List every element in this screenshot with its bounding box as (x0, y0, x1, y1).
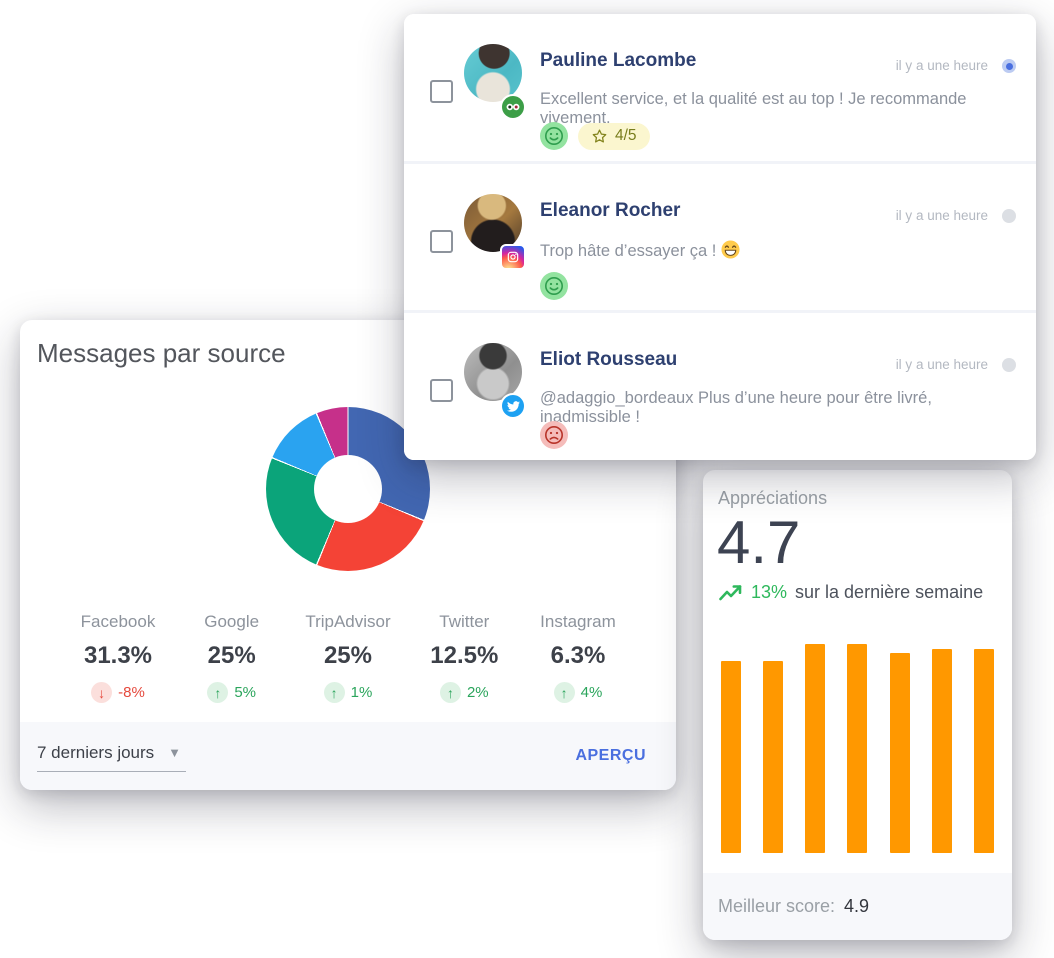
donut-hole (314, 455, 382, 523)
badge-row: 4/5 (540, 122, 650, 150)
badge-row (540, 421, 568, 450)
stat-label: Facebook (80, 612, 156, 631)
stat-change: ↓ -8% (78, 682, 158, 703)
sad-sentiment-icon (540, 421, 568, 450)
source-donut-chart (266, 407, 430, 571)
stat-value: 25% (207, 642, 256, 669)
instagram-icon (500, 243, 526, 270)
row-divider (404, 160, 1036, 164)
rating-chip: 4/5 (578, 122, 650, 150)
rating-bar (889, 653, 910, 853)
stat-facebook: Facebook 31.3% ↓ -8% (78, 612, 158, 703)
timestamp: il y a une heure (895, 58, 988, 73)
rating-bar (847, 644, 868, 853)
stat-change: ↑ 5% (192, 682, 272, 703)
arrow-up-icon: ↑ (439, 682, 461, 703)
stat-label: Instagram (540, 612, 616, 631)
rating-value: 4/5 (615, 127, 637, 144)
stat-label: Google (204, 612, 260, 631)
card-title: Appréciations (718, 488, 828, 508)
card-footer: Meilleur score: 4.9 (703, 873, 1012, 940)
message-checkbox[interactable] (430, 379, 453, 403)
arrow-down-icon: ↓ (91, 682, 113, 703)
rating-bar (763, 661, 784, 853)
row-divider (404, 310, 1036, 314)
unread-indicator[interactable] (1002, 59, 1016, 73)
stat-change: ↑ 4% (538, 682, 618, 703)
arrow-up-icon: ↑ (323, 682, 345, 703)
overview-button[interactable]: APERÇU (569, 746, 652, 766)
read-indicator[interactable] (1002, 358, 1016, 373)
read-indicator[interactable] (1002, 208, 1016, 223)
message-checkbox[interactable] (430, 229, 453, 253)
stat-value: 25% (323, 642, 372, 669)
happy-sentiment-icon (540, 271, 568, 300)
ratings-bar-chart (721, 640, 994, 853)
stat-tripadvisor: TripAdvisor 25% ↑ 1% (305, 612, 391, 703)
stat-value: 31.3% (83, 642, 153, 669)
twitter-icon (500, 393, 526, 420)
author-name: Eliot Rousseau (540, 349, 678, 371)
message-text: Trop hâte d’essayer ça ! (540, 240, 996, 261)
rating-bar (973, 649, 994, 853)
ratings-card: Appréciations 4.7 13% sur la dernière se… (703, 470, 1012, 940)
author-name: Pauline Lacombe (540, 50, 697, 71)
message-text: @adaggio_bordeaux Plus d’une heure pour … (540, 389, 932, 427)
source-stats-row: Facebook 31.3% ↓ -8% Google 25% ↑ 5% Tri… (78, 612, 618, 703)
badge-row (540, 271, 568, 300)
stat-value: 6.3% (550, 642, 606, 669)
stat-change: ↑ 2% (424, 682, 504, 703)
trending-up-icon (719, 584, 742, 600)
rating-bar (805, 644, 826, 853)
stat-label: Twitter (439, 612, 490, 631)
trend-row: 13% sur la dernière semaine (719, 582, 983, 603)
grinning-face-emoji-icon (721, 240, 740, 259)
avatar (464, 193, 522, 252)
stat-change: ↑ 1% (305, 682, 390, 703)
card-footer: 7 derniers jours ▼ APERÇU (20, 722, 676, 790)
best-score-value: 4.9 (844, 896, 870, 916)
stat-label: TripAdvisor (305, 612, 391, 631)
avatar (464, 343, 522, 402)
author-name: Eleanor Rocher (540, 199, 681, 221)
rating-bar (931, 649, 952, 853)
chevron-down-icon: ▼ (168, 745, 182, 760)
rating-bar (721, 661, 741, 853)
stat-instagram: Instagram 6.3% ↑ 4% (538, 612, 618, 703)
avatar (464, 44, 522, 102)
period-dropdown[interactable]: 7 derniers jours ▼ (37, 741, 186, 772)
arrow-up-icon: ↑ (553, 682, 575, 703)
stat-value: 12.5% (430, 642, 499, 669)
star-icon (592, 128, 607, 143)
stat-google: Google 25% ↑ 5% (192, 612, 272, 703)
best-score-label: Meilleur score: (718, 896, 836, 916)
message-row[interactable]: Eleanor Rocher il y a une heure Trop hât… (404, 163, 1036, 311)
arrow-up-icon: ↑ (207, 682, 229, 703)
message-checkbox[interactable] (430, 80, 453, 103)
stat-twitter: Twitter 12.5% ↑ 2% (424, 612, 504, 703)
average-rating: 4.7 (717, 509, 801, 576)
messages-list-card: Pauline Lacombe il y a une heure Excelle… (404, 14, 1036, 460)
happy-sentiment-icon (540, 122, 568, 150)
trend-text: sur la dernière semaine (795, 582, 984, 602)
timestamp: il y a une heure (895, 207, 988, 223)
message-row[interactable]: Eliot Rousseau il y a une heure @adaggio… (404, 313, 1036, 460)
card-title: Messages par source (37, 338, 286, 368)
timestamp: il y a une heure (895, 357, 988, 373)
tripadvisor-icon (500, 94, 526, 120)
trend-percent: 13% (751, 582, 788, 602)
message-row[interactable]: Pauline Lacombe il y a une heure Excelle… (404, 14, 1036, 161)
